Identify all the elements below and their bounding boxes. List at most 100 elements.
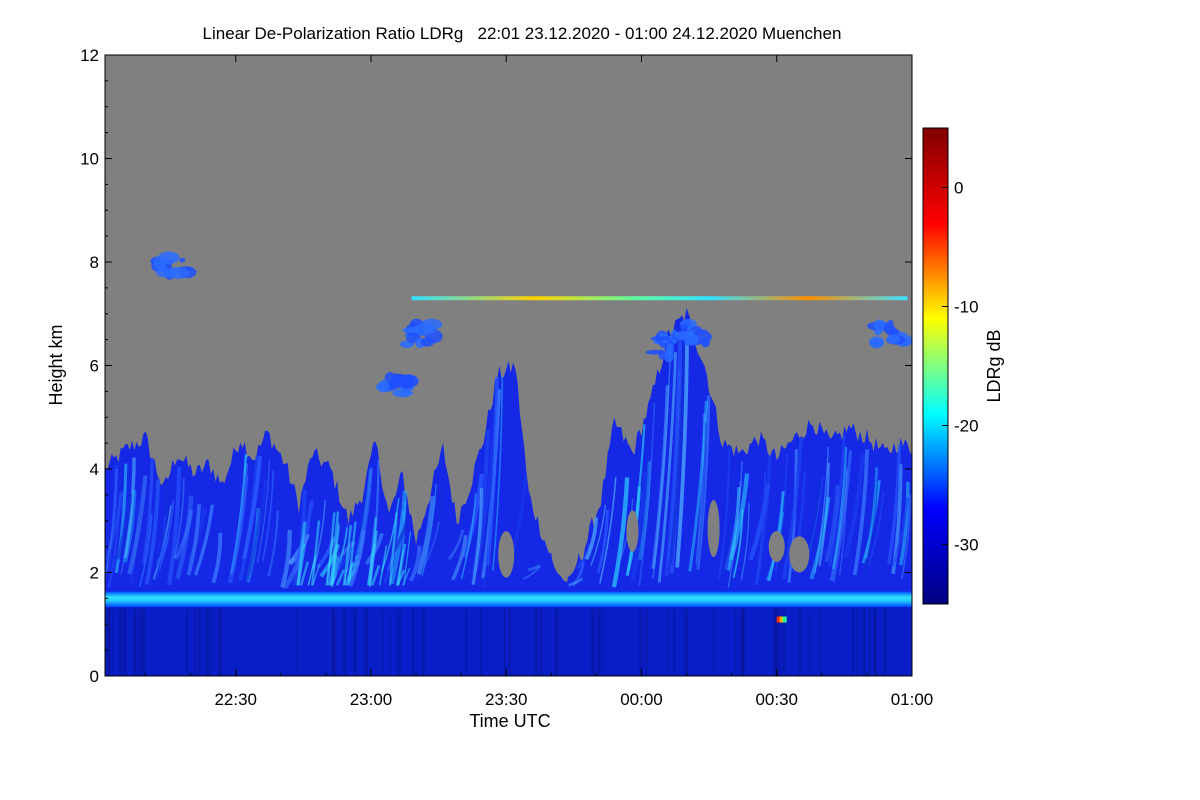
fall-streak: [727, 461, 743, 588]
surface-texture: [712, 608, 715, 676]
fall-streak: [721, 477, 736, 575]
fall-streak: [270, 494, 281, 574]
fall-streak: [356, 467, 373, 566]
colorbar-tick-label: -20: [954, 417, 979, 436]
fall-streak: [483, 405, 496, 588]
fall-streak: [462, 473, 485, 558]
texture-layer: [106, 608, 887, 676]
plot-area: [105, 55, 912, 676]
y-tick-label: 4: [90, 460, 99, 479]
hot-spot-pixel: [782, 616, 787, 623]
cloud-patch: [887, 320, 894, 328]
surface-texture: [186, 608, 188, 676]
fall-streak: [740, 503, 750, 580]
surface-texture: [479, 608, 483, 676]
fall-streak: [852, 449, 870, 576]
x-axis-label: Time UTC: [469, 711, 550, 731]
surface-texture: [798, 608, 802, 676]
no-data-gap: [550, 515, 579, 578]
cloud-patch: [887, 334, 900, 344]
cloud-patch: [399, 391, 414, 396]
fall-streak: [152, 505, 172, 580]
cyan-streak: [347, 521, 357, 586]
fall-streak: [193, 504, 214, 576]
cyan-streak: [370, 565, 381, 586]
cloud-patch: [179, 257, 186, 263]
surface-texture: [684, 608, 688, 676]
fall-streak: [158, 499, 175, 571]
fall-streak: [262, 470, 274, 561]
surface-texture: [197, 608, 201, 676]
surface-texture: [342, 608, 347, 676]
fall-streak: [666, 381, 680, 561]
fall-streak: [568, 577, 584, 587]
colorbar-tick-labels: 0 -10 -20 -30: [954, 179, 979, 555]
fall-streak: [115, 493, 133, 560]
no-data-gap: [789, 536, 810, 573]
y-axis-label: Height km: [46, 324, 66, 405]
surface-texture: [217, 608, 221, 676]
fall-streak: [664, 369, 681, 577]
cyan-streak: [368, 530, 378, 586]
cloud-patch: [658, 349, 665, 360]
x-tick-label: 00:30: [755, 690, 798, 709]
surface-texture: [554, 608, 559, 676]
no-data-gap: [768, 531, 785, 563]
fall-streak: [864, 467, 878, 559]
fall-streak: [144, 479, 161, 585]
fall-streak: [431, 479, 444, 576]
thin-cirrus-layer: [411, 296, 908, 301]
surface-texture: [193, 608, 196, 676]
y-tick-labels: 0 2 4 6 8 10 12: [80, 46, 99, 686]
y-tick-label: 0: [90, 667, 99, 686]
fall-streak: [522, 565, 542, 580]
cyan-streak: [330, 557, 340, 586]
y-tick-label: 2: [90, 564, 99, 583]
fall-streak: [364, 532, 384, 566]
fall-streak: [120, 503, 133, 575]
fall-streak: [867, 491, 885, 567]
boundary-layer-band: [105, 591, 912, 608]
cloud-patch: [156, 268, 177, 278]
cyan-streak: [403, 531, 412, 586]
colorbar-tick-label: -30: [954, 536, 979, 555]
surface-texture: [773, 608, 777, 676]
cloud-patch: [414, 322, 435, 336]
cyan-streak: [299, 561, 309, 586]
fall-streak: [243, 506, 264, 584]
no-data-gap: [498, 531, 515, 578]
fall-streak: [637, 461, 652, 560]
cloud-patch: [700, 337, 710, 348]
fall-streak: [877, 511, 889, 570]
surface-texture: [364, 608, 369, 676]
fall-streak: [211, 532, 223, 584]
cyan-streak: [388, 512, 398, 586]
cyan-streak: [342, 524, 353, 586]
fall-streak: [861, 484, 878, 577]
fall-streak: [651, 385, 670, 569]
surface-texture: [591, 608, 596, 676]
fall-streak: [167, 467, 182, 586]
cyan-streak: [328, 554, 338, 586]
surface-texture: [673, 608, 676, 676]
fall-streak: [114, 463, 128, 574]
fall-streak: [831, 450, 853, 582]
cyan-streak: [307, 556, 316, 586]
x-tick-labels: 22:30 23:00 23:30 00:00 00:30 01:00: [214, 690, 933, 709]
fall-streak: [492, 375, 504, 572]
surface-texture: [133, 608, 137, 676]
fall-streak: [416, 496, 436, 575]
surface-texture: [331, 608, 333, 676]
surface-texture: [874, 608, 877, 676]
surface-texture: [645, 608, 648, 676]
surface-texture: [399, 608, 401, 676]
fall-streak: [186, 507, 207, 565]
surface-texture: [119, 608, 123, 676]
cyan-streak: [326, 512, 336, 586]
fall-streak: [832, 446, 848, 570]
y-axis: 0 2 4 6 8 10 12: [80, 46, 912, 686]
x-tick-label: 22:30: [214, 690, 257, 709]
fall-streak: [809, 496, 831, 580]
fall-streak: [123, 457, 136, 559]
